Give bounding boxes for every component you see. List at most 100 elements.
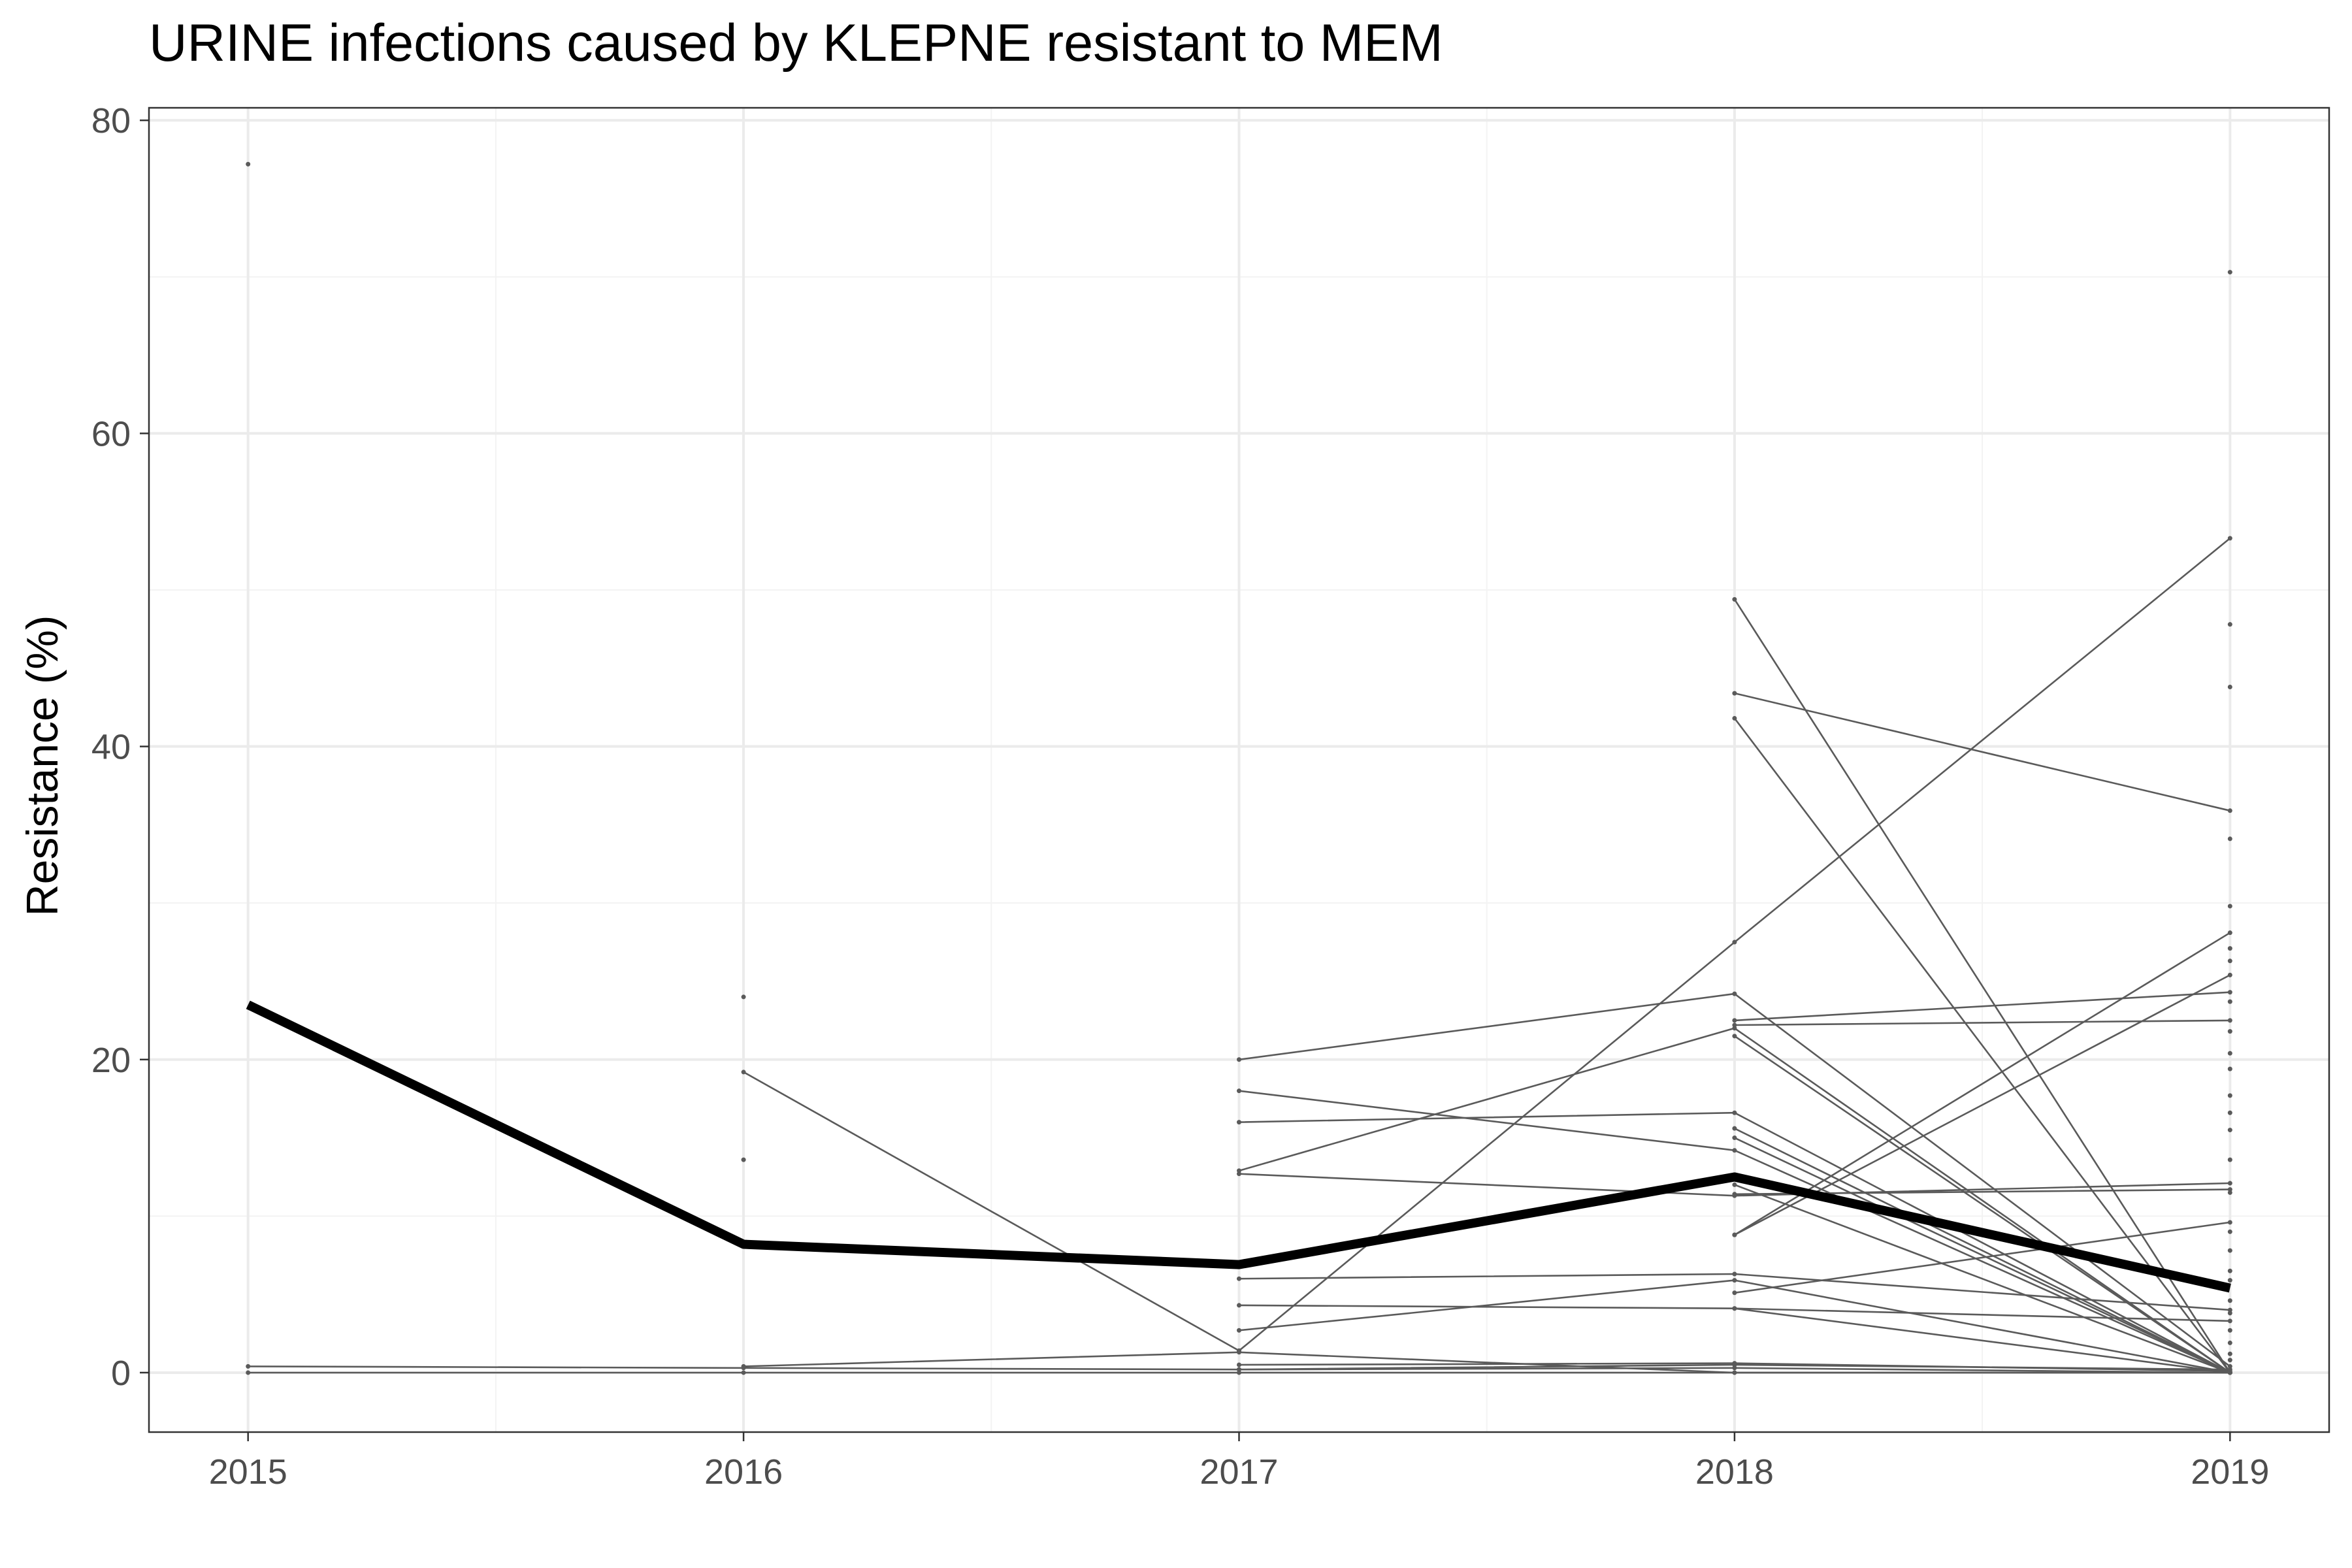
- axes: 2015 2016 2017 2018 2019 0 20 40 60 80: [91, 101, 2269, 1492]
- mean-line: [246, 1000, 2231, 1293]
- data-point: [1237, 1367, 1241, 1372]
- data-point: [2227, 904, 2232, 909]
- y-tick-label: 80: [91, 101, 131, 140]
- x-tick-label: 2017: [1200, 1452, 1278, 1492]
- data-point: [2227, 958, 2232, 964]
- data-point: [1237, 1328, 1241, 1333]
- data-point: [1732, 1365, 1737, 1371]
- data-point: [1237, 1370, 1241, 1375]
- data-point: [741, 1157, 746, 1162]
- data-point: [1732, 1192, 1737, 1197]
- data-point: [1732, 939, 1737, 945]
- y-tick-label: 20: [91, 1041, 131, 1080]
- data-point: [2227, 946, 2232, 951]
- data-point: [2227, 622, 2232, 627]
- data-point: [1732, 1148, 1737, 1153]
- data-point: [2227, 1066, 2232, 1071]
- series-line: [1734, 1221, 2230, 1294]
- data-point: [1237, 1348, 1241, 1353]
- data-point: [1732, 1034, 1737, 1039]
- y-tick-label: 0: [111, 1354, 131, 1393]
- data-point: [2227, 972, 2232, 977]
- data-point: [741, 1370, 746, 1375]
- series-line: [1734, 1307, 2230, 1374]
- data-point: [2227, 1358, 2232, 1363]
- data-point: [2227, 1311, 2232, 1316]
- x-tick-label: 2016: [704, 1452, 783, 1492]
- data-point: [2227, 1298, 2232, 1303]
- data-point: [2227, 1190, 2232, 1195]
- data-point: [2227, 1268, 2232, 1273]
- data-point: [2227, 1110, 2232, 1115]
- data-point: [2227, 808, 2232, 813]
- series-line: [1733, 717, 2231, 1373]
- data-point: [1237, 1120, 1241, 1125]
- y-tick-label: 60: [91, 414, 131, 453]
- data-point: [1732, 1110, 1737, 1115]
- series-line: [743, 1071, 1240, 1352]
- data-point: [2227, 1157, 2232, 1162]
- data-point: [741, 1364, 746, 1369]
- x-tick-label: 2019: [2191, 1452, 2269, 1492]
- data-point: [2227, 1181, 2232, 1186]
- data-point: [2227, 1093, 2232, 1098]
- data-points: [246, 161, 2232, 1375]
- data-point: [246, 1364, 251, 1369]
- data-point: [2227, 1229, 2232, 1234]
- data-point: [741, 1070, 746, 1075]
- data-point: [1732, 1361, 1737, 1366]
- data-point: [2227, 685, 2232, 690]
- data-point: [2227, 999, 2232, 1004]
- data-point: [1237, 1362, 1241, 1367]
- data-point: [2227, 1248, 2232, 1253]
- data-point: [1237, 1303, 1241, 1308]
- series-line: [1734, 1184, 2230, 1374]
- data-point: [1237, 1276, 1241, 1281]
- data-point: [2227, 1340, 2232, 1345]
- series-line: [1734, 991, 2230, 1022]
- data-point: [1237, 1171, 1241, 1177]
- data-point: [2227, 1018, 2232, 1023]
- data-point: [1732, 1306, 1737, 1311]
- series-line: [743, 1351, 2230, 1374]
- data-point: [1237, 1057, 1241, 1062]
- data-point: [2227, 1051, 2232, 1056]
- data-point: [1732, 1022, 1737, 1028]
- data-point: [1732, 1271, 1737, 1277]
- data-point: [1732, 1126, 1737, 1131]
- data-point: [2227, 1128, 2232, 1133]
- chart-title: URINE infections caused by KLEPNE resist…: [149, 14, 1443, 73]
- x-tick-label: 2018: [1695, 1452, 1774, 1492]
- data-point: [2227, 1029, 2232, 1034]
- mean-resistance-line: [246, 1000, 2231, 1293]
- data-point: [1732, 991, 1737, 996]
- series-line: [1734, 692, 2230, 812]
- data-point: [2227, 1220, 2232, 1225]
- data-point: [2227, 536, 2232, 541]
- series-line: [1734, 1035, 2231, 1374]
- data-point: [741, 994, 746, 1000]
- data-point: [2227, 1307, 2232, 1313]
- data-point: [2227, 1328, 2232, 1333]
- data-point: [2227, 1278, 2232, 1283]
- data-point: [1732, 1182, 1737, 1187]
- x-tick-label: 2015: [209, 1452, 287, 1492]
- data-point: [2227, 1364, 2232, 1369]
- data-point: [1732, 596, 1737, 602]
- series-line: [1734, 1019, 2230, 1026]
- data-point: [2227, 1187, 2232, 1192]
- data-point: [1732, 1018, 1737, 1023]
- data-point: [2227, 930, 2232, 936]
- data-point: [1732, 1290, 1737, 1296]
- data-point: [2227, 1318, 2232, 1324]
- data-point: [2227, 270, 2232, 275]
- data-point: [246, 161, 251, 167]
- data-point: [1732, 715, 1737, 721]
- data-point: [1732, 1026, 1737, 1031]
- data-point: [1732, 1370, 1737, 1375]
- data-point: [1732, 691, 1737, 696]
- data-point: [1732, 1135, 1737, 1141]
- data-point: [2227, 836, 2232, 841]
- series-line: [1733, 598, 2231, 1373]
